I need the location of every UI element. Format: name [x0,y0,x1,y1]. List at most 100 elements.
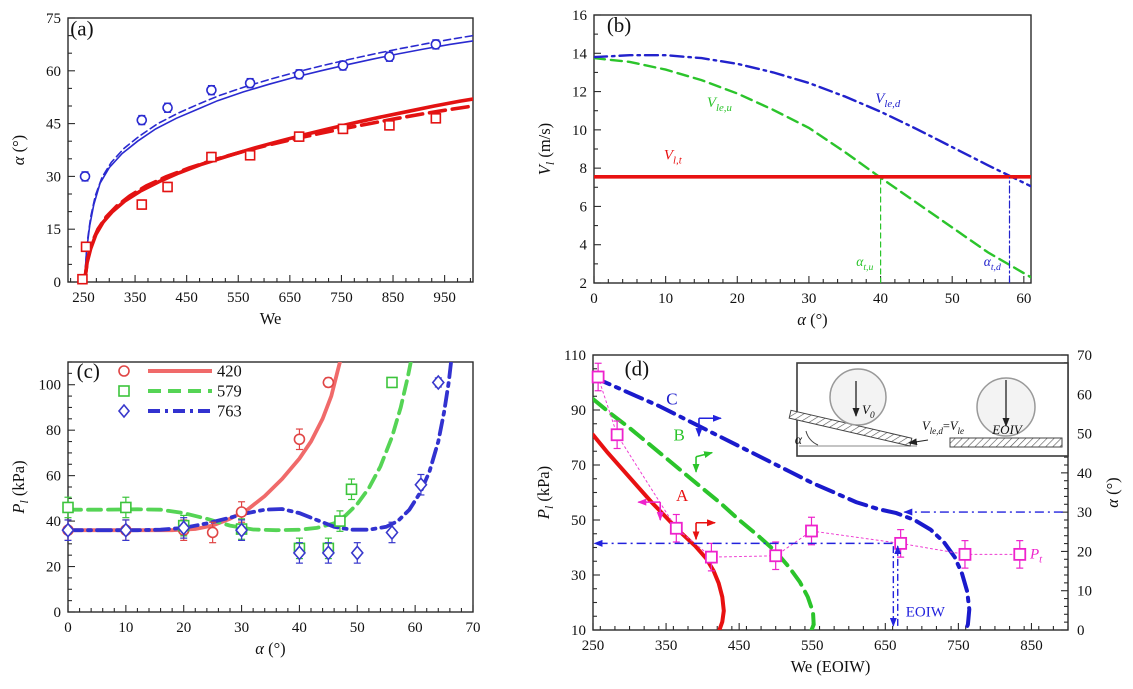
label-curve-C: C [666,390,677,409]
label-curve-A: A [676,486,689,505]
panel-letter-d: (d) [625,357,650,381]
square-marker [704,550,718,564]
diamond-marker [119,522,133,538]
x-tick-label: 0 [590,291,598,307]
circle-marker [244,77,256,89]
legend-label: 579 [217,382,242,401]
x-tick-label: 40 [873,291,888,307]
square-marker [118,385,130,397]
series-lines-c [68,362,453,533]
pt-exp-squares [591,362,1027,572]
y-tick-label: 12 [572,85,587,101]
square-marker [136,199,148,210]
circle-marker [206,84,217,96]
square-marker [244,149,256,161]
x-tick-label: 250 [72,290,95,306]
square-marker [894,536,908,550]
y-tick-label: 10 [571,623,586,639]
axis-labels-a: 250 350 450 550 650 750 850 950 0 15 30 45 60 75 We α (… [9,11,456,328]
we763-curve [68,362,453,533]
circle-marker [118,365,130,377]
y2-tick-label: 40 [1077,466,1092,482]
plot-frame-b [593,14,1032,284]
y-tick-label: 60 [46,469,61,485]
diamond-marker [414,476,428,493]
square-marker [206,151,217,163]
panel-letter-a: (a) [70,17,93,41]
we579-curve [68,362,413,533]
axis-labels-d: 250 350 450 550 650 750 850 10 30 50 70 90 110 0 10 20 3… [534,348,1122,676]
diamond-marker [431,374,445,391]
y-tick-label: 14 [572,46,588,62]
x-tick-label: 10 [118,620,133,636]
circle-marker [337,60,349,71]
y2-tick-label: 60 [1077,387,1092,403]
square-marker [62,501,74,514]
x-tick-label: 350 [124,290,147,306]
vle-d-curve [594,54,1031,188]
x-tick-label: 950 [433,290,456,306]
y-tick-label: 6 [580,199,588,215]
we420-exp-top [322,376,335,389]
square-marker [120,501,132,514]
square-marker [1013,547,1027,561]
y-tick-label: 8 [580,161,588,177]
x-tick-label: 30 [801,291,816,307]
circle-marker [322,376,335,389]
diamond-marker [292,545,306,561]
panel-a: 250 350 450 550 650 750 850 950 0 15 30 45 60 75 We α (… [9,11,474,328]
circle-marker [79,171,91,182]
x-tick-label: 0 [64,620,72,636]
y2-tick-label: 70 [1077,348,1092,364]
x-tick-label: 450 [175,290,198,306]
label-curve-B: B [674,425,685,444]
circle-marker [293,433,306,446]
we579-exp-top [386,376,398,389]
inset-droplet-inclined [829,368,887,426]
x-axis-title: α (°) [255,639,285,658]
vle-u-curve [594,56,1031,279]
inset-vle-label: Vle,d=Vle [922,419,964,436]
x-axis-title: α (°) [797,310,827,329]
panel-b: 0 10 20 30 40 50 60 2 4 6 8 10 12 14 16 α (°) Vl (m/s) (b… [535,8,1032,329]
diamond-marker [350,545,364,561]
y-tick-label: 2 [580,276,588,292]
y-tick-label: 0 [54,275,62,291]
label-vlt: Vl,t [664,148,683,167]
square-marker [958,547,972,561]
square-marker [384,120,395,131]
square-marker [345,483,358,496]
legend-label: 763 [217,402,242,421]
diamond-marker [321,545,335,561]
diamond-marker [117,403,131,419]
y2-axis-title: α (°) [1103,477,1122,507]
curve-B [593,397,816,630]
y-tick-label: 70 [571,458,586,474]
plot-frame-c [67,361,474,613]
x-tick-label: 30 [234,620,249,636]
lower-exp-squares [77,113,442,285]
circle-marker [384,51,395,63]
y-tick-label: 40 [46,514,61,530]
panel-letter-b: (b) [607,13,632,37]
square-marker [805,524,818,538]
square-marker [386,376,398,389]
y-axis-title: α (°) [9,135,28,165]
axes-a [68,17,471,283]
x-tick-label: 60 [408,620,423,636]
y-tick-label: 0 [54,605,62,621]
circle-marker [162,102,173,114]
square-marker [80,241,92,253]
square-marker [669,521,683,535]
square-marker [591,370,605,384]
label-pt: Pt [1029,547,1043,566]
x-tick-label: 70 [466,620,481,636]
label-eoiw: EOIW [906,604,946,620]
y2-tick-label: 30 [1077,505,1092,521]
diamond-marker [177,520,191,536]
y-tick-label: 16 [572,8,588,24]
label-vle-d: Vle,d [875,91,901,110]
x-tick-label: 450 [728,638,751,654]
